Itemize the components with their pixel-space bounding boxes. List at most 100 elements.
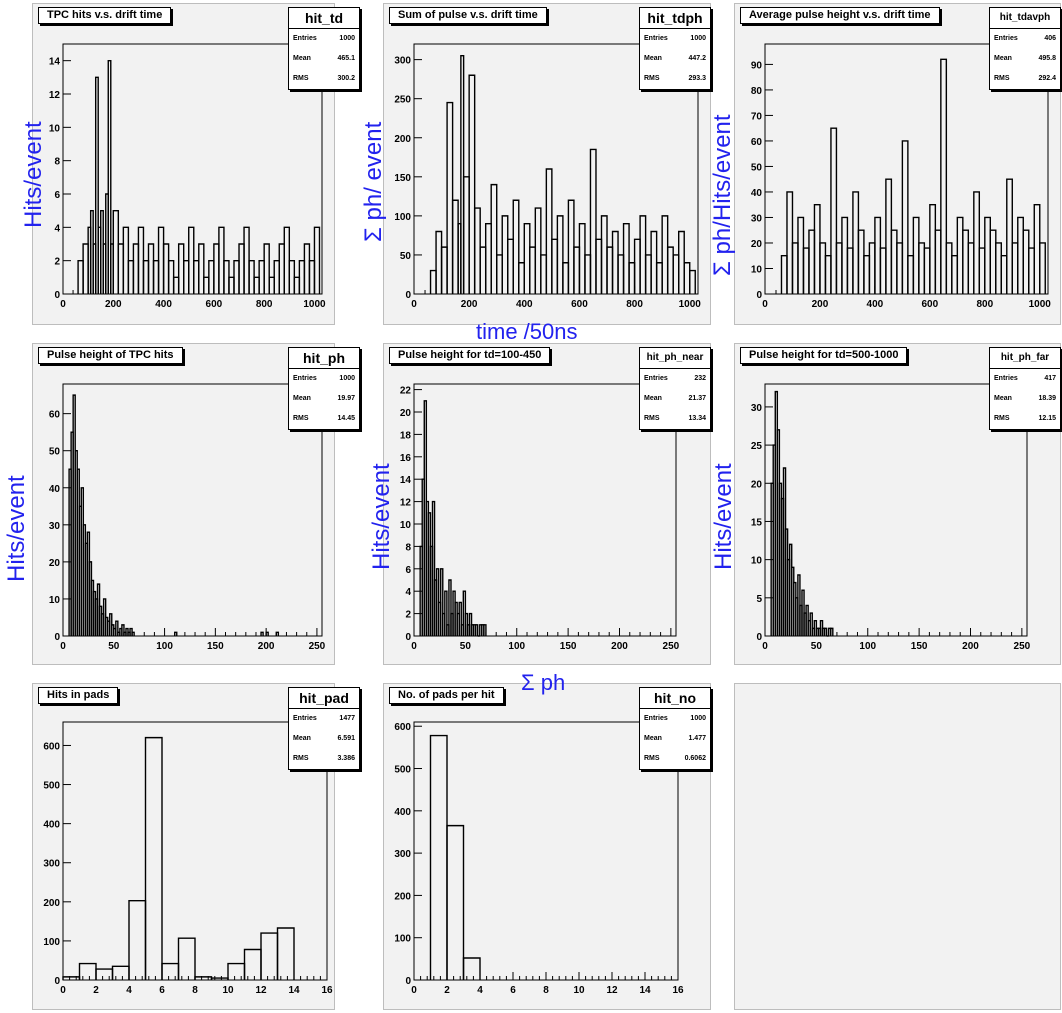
histogram-bin [203,276,210,294]
histogram-bin [162,243,170,294]
y-tick-label: 150 [394,173,411,184]
entries-value: 1000 [690,35,706,42]
histogram-bin [1039,242,1046,294]
y-tick-label: 4 [405,587,411,598]
histogram-bin [144,736,163,980]
panel-title: Sum of pulse v.s. drift time [389,7,547,24]
y-tick-label: 5 [756,594,762,605]
plot-frame [413,383,677,637]
ylabel-row2-col2: Hits/event [368,463,395,570]
histogram-bin [228,276,235,294]
histogram-bin [780,255,788,294]
x-tick-label: 100 [156,641,173,652]
plot-frame [62,43,323,295]
x-tick-label: 400 [516,299,533,310]
y-tick-label: 14 [400,475,412,486]
histogram-bin [857,229,865,294]
histogram-bin [846,247,854,294]
panel-empty [734,683,1061,1010]
histogram-bin [633,238,641,294]
y-tick-label: 40 [751,188,763,199]
histogram-bin [507,238,514,294]
x-tick-label: 8 [543,985,549,996]
histogram-bin [275,631,280,636]
plot-frame [413,43,699,295]
histogram-bin [912,216,920,294]
histogram-bin [683,262,691,294]
histogram-bin [435,230,443,294]
histogram-bin [276,927,295,980]
xlabel-sum-ph: Σ ph [521,670,566,695]
histogram-bin [523,222,531,294]
rms-label: RMS [293,415,309,422]
plot-frame [764,383,1028,637]
histogram-bin [644,254,652,294]
histogram-bin [655,262,663,294]
entries-label: Entries [293,375,317,382]
x-tick-label: 200 [105,299,122,310]
histogram-bin [182,259,190,294]
histogram-bin [797,216,805,294]
histogram-bin [529,246,537,294]
stats-box: hit_ph Entries 1000 Mean 19.97 RMS 14.45 [288,347,360,430]
y-tick-label: 200 [394,134,411,145]
y-tick-label: 70 [751,111,763,122]
y-tick-label: 20 [49,558,61,569]
histogram-bin [94,76,99,294]
y-tick-label: 22 [400,386,412,397]
histogram-bin [462,176,470,294]
histogram-name: hit_ph_far [990,348,1060,369]
histogram-bin [431,500,436,636]
histogram-bin [934,229,942,294]
y-tick-label: 30 [751,403,763,414]
y-tick-label: 10 [751,556,763,567]
x-tick-label: 600 [206,299,223,310]
histogram-bin [661,215,669,294]
x-tick-label: 1000 [1029,299,1052,310]
histogram-bin [131,631,135,636]
histogram-bin [808,229,816,294]
histogram-name: hit_td [289,8,359,29]
histogram-bin [595,238,603,294]
histogram-bin [152,259,160,294]
histogram-bin [468,74,476,294]
x-tick-label: 400 [155,299,172,310]
x-tick-label: 1000 [679,299,702,310]
entries-label: Entries [994,375,1018,382]
y-tick-label: 50 [49,447,61,458]
y-tick-label: 300 [394,849,411,860]
histogram-bin [490,183,498,294]
histogram-bin [813,204,821,294]
histogram-bin [147,243,155,294]
y-tick-label: 10 [49,595,61,606]
histogram-bin [562,262,570,294]
histogram-bin [639,215,647,294]
panel-hit-ph-far: 0 50 100 150 200 250 0 5 10 15 20 25 30 Pulse height… [734,343,1061,665]
histogram-bin [121,624,125,636]
histogram-bin [951,255,959,294]
histogram-bin [791,242,799,294]
mean-label: Mean [293,735,311,742]
histogram-bin [137,226,145,294]
y-tick-label: 100 [394,934,411,945]
histogram-bin [112,209,120,294]
histogram-bin [841,216,849,294]
x-tick-label: 150 [560,641,577,652]
histogram-hit-ph-near: 0 50 100 150 200 250 0 2 4 6 8 10 12 14 16 18 20 22 [400,383,680,652]
histogram-bin [458,601,462,636]
histogram-bin [484,222,492,294]
histogram-name: hit_tdph [640,8,710,29]
histogram-bin [298,259,306,294]
panel-title: Hits in pads [38,687,119,704]
x-tick-label: 16 [672,985,684,996]
histogram-bin [278,243,285,294]
histogram-bin [260,631,264,636]
y-tick-label: 0 [405,976,411,987]
histogram-bin [172,276,180,294]
y-tick-label: 0 [405,290,411,301]
histogram-bin [78,962,97,980]
rms-value: 300.2 [337,75,355,82]
y-tick-label: 0 [54,632,60,643]
histogram-bin [824,255,832,294]
histogram-bin [223,259,230,294]
